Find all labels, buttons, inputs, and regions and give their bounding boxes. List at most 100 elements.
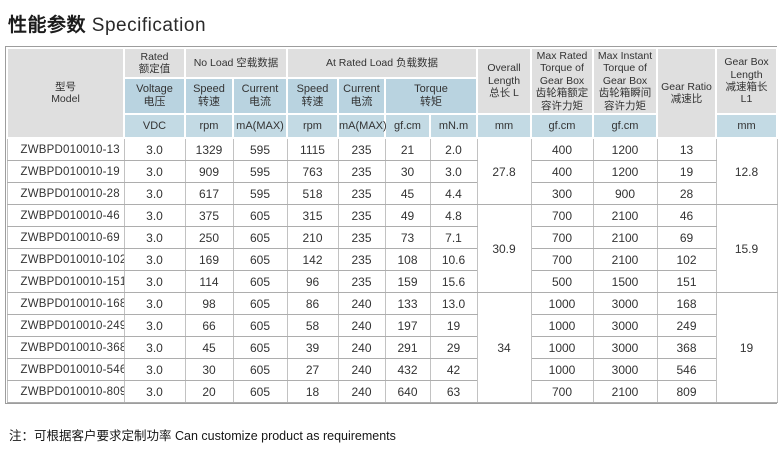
model-cell: ZWBPD010010-168	[6, 292, 125, 315]
unit-ma-rated: mA(MAX)	[337, 113, 387, 139]
max-rated-torque-cell: 400	[530, 160, 594, 183]
max-instant-torque-cell: 1500	[592, 270, 658, 293]
header-no-load-current: Current 电流	[232, 77, 288, 115]
header-max-instant-torque: Max Instant Torque of Gear Box 齿轮箱瞬间 容许力…	[592, 47, 658, 115]
torque-mnm-cell: 3.0	[429, 160, 478, 183]
rated-speed-cell: 142	[286, 248, 339, 271]
header-rated-current: Current 电流	[337, 77, 386, 115]
header-rated: Rated 额定值	[123, 47, 186, 79]
rated-speed-cell: 58	[286, 314, 339, 337]
table-row: ZWBPD010010-151 3.0 114 605 96 235 159 15.6 500 1…	[6, 270, 777, 293]
gear-ratio-cell: 249	[656, 314, 717, 337]
table-row: ZWBPD010010-809 3.0 20 605 18 240 640 63 700 2100…	[6, 380, 777, 403]
spec-table-border: 型号 Model Rated 额定值 No Load 空载数据 At Rated…	[5, 46, 778, 404]
no-load-speed-cell: 20	[184, 380, 234, 403]
torque-gfcm-cell: 45	[384, 182, 431, 205]
voltage-cell: 3.0	[123, 336, 186, 359]
torque-gfcm-cell: 197	[384, 314, 431, 337]
rated-current-cell: 235	[337, 160, 386, 183]
no-load-speed-cell: 45	[184, 336, 234, 359]
max-instant-torque-cell: 3000	[592, 314, 658, 337]
torque-mnm-cell: 2.0	[429, 137, 478, 161]
voltage-cell: 3.0	[123, 137, 186, 161]
unit-mm-gear-box: mm	[715, 113, 778, 139]
no-load-current-cell: 605	[232, 358, 288, 381]
no-load-current-cell: 605	[232, 314, 288, 337]
unit-mnm-torque: mN.m	[429, 113, 478, 139]
torque-gfcm-cell: 133	[384, 292, 431, 315]
torque-mnm-cell: 29	[429, 336, 478, 359]
gear-ratio-cell: 46	[656, 204, 717, 227]
header-voltage: Voltage 电压	[123, 77, 186, 115]
rated-speed-cell: 210	[286, 226, 339, 249]
page-title-en: Specification	[91, 15, 207, 36]
no-load-speed-cell: 169	[184, 248, 234, 271]
table-row: ZWBPD010010-168 3.0 98 605 86 240 133 13.0 34 100…	[6, 292, 778, 403]
header-gear-box-length: Gear Box Length 减速箱长 L1	[715, 47, 778, 115]
rated-current-cell: 235	[337, 137, 386, 161]
gear-ratio-cell: 809	[656, 380, 717, 403]
max-rated-torque-cell: 700	[530, 380, 594, 403]
table-row: ZWBPD010010-368 3.0 45 605 39 240 291 29 1000 300…	[6, 336, 777, 359]
max-instant-torque-cell: 2100	[592, 248, 658, 271]
header-torque: Torque 转矩	[384, 77, 478, 115]
voltage-cell: 3.0	[123, 182, 186, 205]
rated-speed-cell: 18	[286, 380, 339, 403]
page-title-zh: 性能参数	[8, 15, 87, 36]
page: 性能参数 Specification 型号 Model Rated 额定值 No…	[5, 10, 780, 443]
table-row: ZWBPD010010-13 3.0 1329 595 1115 235 21 2.0 27.8…	[6, 137, 778, 205]
unit-mm-overall: mm	[476, 113, 532, 139]
max-instant-torque-cell: 2100	[592, 204, 658, 227]
unit-gfcm-torque: gf.cm	[384, 113, 431, 139]
gear-ratio-cell: 168	[656, 292, 717, 315]
no-load-current-cell: 605	[232, 380, 288, 403]
unit-ma-no-load: mA(MAX)	[232, 113, 288, 139]
torque-mnm-cell: 4.8	[429, 204, 478, 227]
torque-gfcm-cell: 49	[384, 204, 431, 227]
voltage-cell: 3.0	[123, 380, 186, 403]
page-title: 性能参数 Specification	[8, 10, 780, 37]
rated-current-cell: 240	[337, 292, 386, 315]
torque-mnm-cell: 42	[429, 358, 478, 381]
header-no-load: No Load 空载数据	[184, 47, 288, 79]
model-cell: ZWBPD010010-13	[6, 137, 125, 161]
model-cell: ZWBPD010010-151	[6, 270, 125, 293]
torque-gfcm-cell: 159	[384, 270, 431, 293]
gear-box-length-cell: 15.9	[715, 204, 778, 293]
no-load-speed-cell: 1329	[184, 137, 234, 161]
no-load-current-cell: 605	[232, 248, 288, 271]
table-row: ZWBPD010010-102 3.0 169 605 142 235 108 10.6 700…	[6, 248, 777, 271]
voltage-cell: 3.0	[123, 160, 186, 183]
torque-gfcm-cell: 640	[384, 380, 431, 403]
no-load-speed-cell: 66	[184, 314, 234, 337]
voltage-cell: 3.0	[123, 204, 186, 227]
rated-speed-cell: 315	[286, 204, 339, 227]
table-row: ZWBPD010010-69 3.0 250 605 210 235 73 7.1 700 210…	[6, 226, 777, 249]
torque-mnm-cell: 15.6	[429, 270, 478, 293]
model-cell: ZWBPD010010-102	[6, 248, 125, 271]
max-instant-torque-cell: 3000	[592, 292, 658, 315]
torque-gfcm-cell: 108	[384, 248, 431, 271]
torque-gfcm-cell: 291	[384, 336, 431, 359]
max-rated-torque-cell: 700	[530, 204, 594, 227]
unit-gfcm-max-rated: gf.cm	[530, 113, 594, 139]
max-rated-torque-cell: 500	[530, 270, 594, 293]
no-load-speed-cell: 30	[184, 358, 234, 381]
voltage-cell: 3.0	[123, 226, 186, 249]
max-instant-torque-cell: 900	[592, 182, 658, 205]
model-cell: ZWBPD010010-249	[6, 314, 125, 337]
no-load-current-cell: 605	[232, 204, 288, 227]
spec-table-header: 型号 Model Rated 额定值 No Load 空载数据 At Rated…	[6, 47, 778, 139]
max-instant-torque-cell: 1200	[592, 160, 658, 183]
voltage-cell: 3.0	[123, 248, 186, 271]
model-cell: ZWBPD010010-19	[6, 160, 125, 183]
max-rated-torque-cell: 1000	[530, 358, 594, 381]
no-load-current-cell: 595	[232, 182, 288, 205]
spec-table: 型号 Model Rated 额定值 No Load 空载数据 At Rated…	[6, 47, 778, 403]
header-at-rated-load: At Rated Load 负载数据	[286, 47, 478, 79]
overall-length-cell: 30.9	[476, 204, 532, 293]
max-rated-torque-cell: 400	[530, 137, 594, 161]
header-max-rated-torque: Max Rated Torque of Gear Box 齿轮箱额定 容许力矩	[530, 47, 594, 115]
max-instant-torque-cell: 2100	[592, 380, 658, 403]
gear-ratio-cell: 13	[656, 137, 717, 161]
